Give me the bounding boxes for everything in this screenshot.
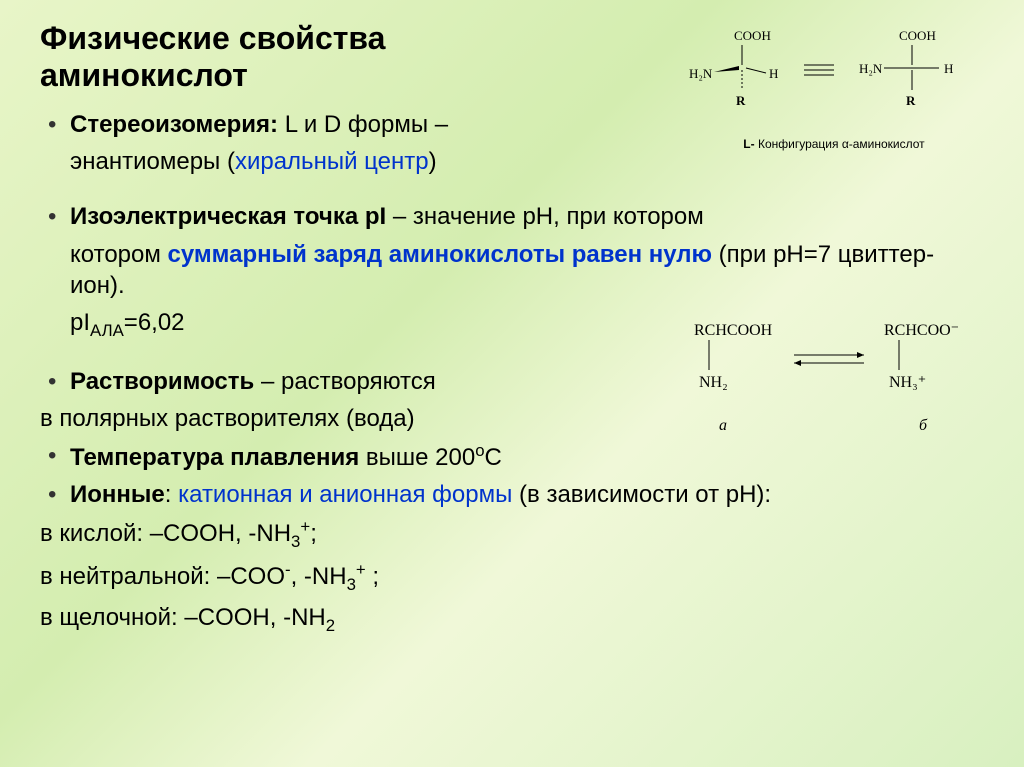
- stereo-close: ): [429, 148, 437, 175]
- svg-text:H: H: [944, 61, 953, 76]
- iso-label: Изоэлектрическая точка pI: [70, 203, 386, 230]
- neutral-end: ;: [366, 563, 379, 590]
- ionic-text: (в зависимости от pH):: [512, 481, 771, 508]
- ionic-blue: катионная и анионная формы: [178, 481, 512, 508]
- ionic-label: Ионные: [70, 481, 165, 508]
- stereo-blue: хиральный центр: [235, 148, 429, 175]
- temp-label: Температура плавления: [70, 444, 359, 471]
- iso-text1: – значение pH, при котором: [386, 203, 704, 230]
- basic-label: в щелочной:: [40, 604, 184, 631]
- neutral-sub2: 3: [347, 575, 356, 594]
- svg-text:H₂N: H₂N: [859, 61, 883, 76]
- ionic-item: Ионные: катионная и анионная формы (в за…: [40, 479, 984, 510]
- temp-text: выше 200: [359, 444, 475, 471]
- neutral-label: в нейтральной:: [40, 563, 217, 590]
- acid-formula: –COOH, -NH: [150, 520, 291, 547]
- basic-line: в щелочной: –COOH, -NH2: [40, 602, 984, 637]
- iso-item: Изоэлектрическая точка pI – значение pH,…: [40, 201, 984, 232]
- iso-blue: суммарный заряд аминокислоты равен нулю: [168, 241, 712, 268]
- solub-text: – растворяются: [254, 368, 435, 395]
- neutral-line: в нейтральной: –COO-, -NH3+ ;: [40, 559, 984, 596]
- acid-line: в кислой: –COOH, -NH3+;: [40, 516, 984, 553]
- figure-equilibrium: RCHCOOH NH₂ RCHCOO⁻ NH₃⁺ а б: [674, 315, 994, 448]
- acid-sup: +: [300, 517, 310, 536]
- fig1-caption: L- Конфигурация α-аминокислот: [674, 137, 994, 151]
- stereo-label: Стереоизомерия:: [70, 111, 278, 138]
- svg-text:R: R: [736, 93, 746, 108]
- stereo-svg: COOH H₂N H R COOH H₂N H R: [684, 20, 984, 130]
- neutral-f1: –COO: [217, 563, 285, 590]
- svg-text:NH₂: NH₂: [699, 374, 728, 391]
- pi-sub: АЛА: [90, 321, 124, 340]
- neutral-sup2: +: [356, 560, 366, 579]
- acid-sub: 3: [291, 532, 300, 551]
- equilib-svg: RCHCOOH NH₂ RCHCOO⁻ NH₃⁺ а б: [674, 315, 984, 445]
- acid-label: в кислой:: [40, 520, 150, 547]
- svg-text:б: б: [919, 417, 928, 434]
- pi-label: pI: [70, 309, 90, 336]
- neutral-f2: , -NH: [291, 563, 347, 590]
- basic-f1: –COOH, -NH: [184, 604, 325, 631]
- svg-text:H₂N: H₂N: [689, 66, 713, 81]
- svg-text:COOH: COOH: [734, 28, 771, 43]
- acid-end: ;: [310, 520, 317, 547]
- svg-text:RCHCOOH: RCHCOOH: [694, 322, 773, 339]
- stereo-text: L и D формы –: [278, 111, 448, 138]
- figure-stereo: COOH H₂N H R COOH H₂N H R L- Конфигураци…: [674, 20, 994, 151]
- svg-text:NH₃⁺: NH₃⁺: [889, 374, 926, 391]
- svg-text:H: H: [769, 66, 778, 81]
- ionic-colon: :: [165, 481, 178, 508]
- svg-text:а: а: [719, 417, 727, 434]
- svg-text:RCHCOO⁻: RCHCOO⁻: [884, 322, 959, 339]
- pi-val: =6,02: [124, 309, 185, 336]
- temp-sup: о: [475, 441, 484, 460]
- svg-text:COOH: COOH: [899, 28, 936, 43]
- page-title: Физические свойства аминокислот: [40, 20, 590, 94]
- iso-sub: котором суммарный заряд аминокислоты рав…: [40, 239, 984, 301]
- svg-text:R: R: [906, 93, 916, 108]
- solub-label: Растворимость: [70, 368, 254, 395]
- basic-sub: 2: [326, 615, 335, 634]
- temp-c: С: [485, 444, 502, 471]
